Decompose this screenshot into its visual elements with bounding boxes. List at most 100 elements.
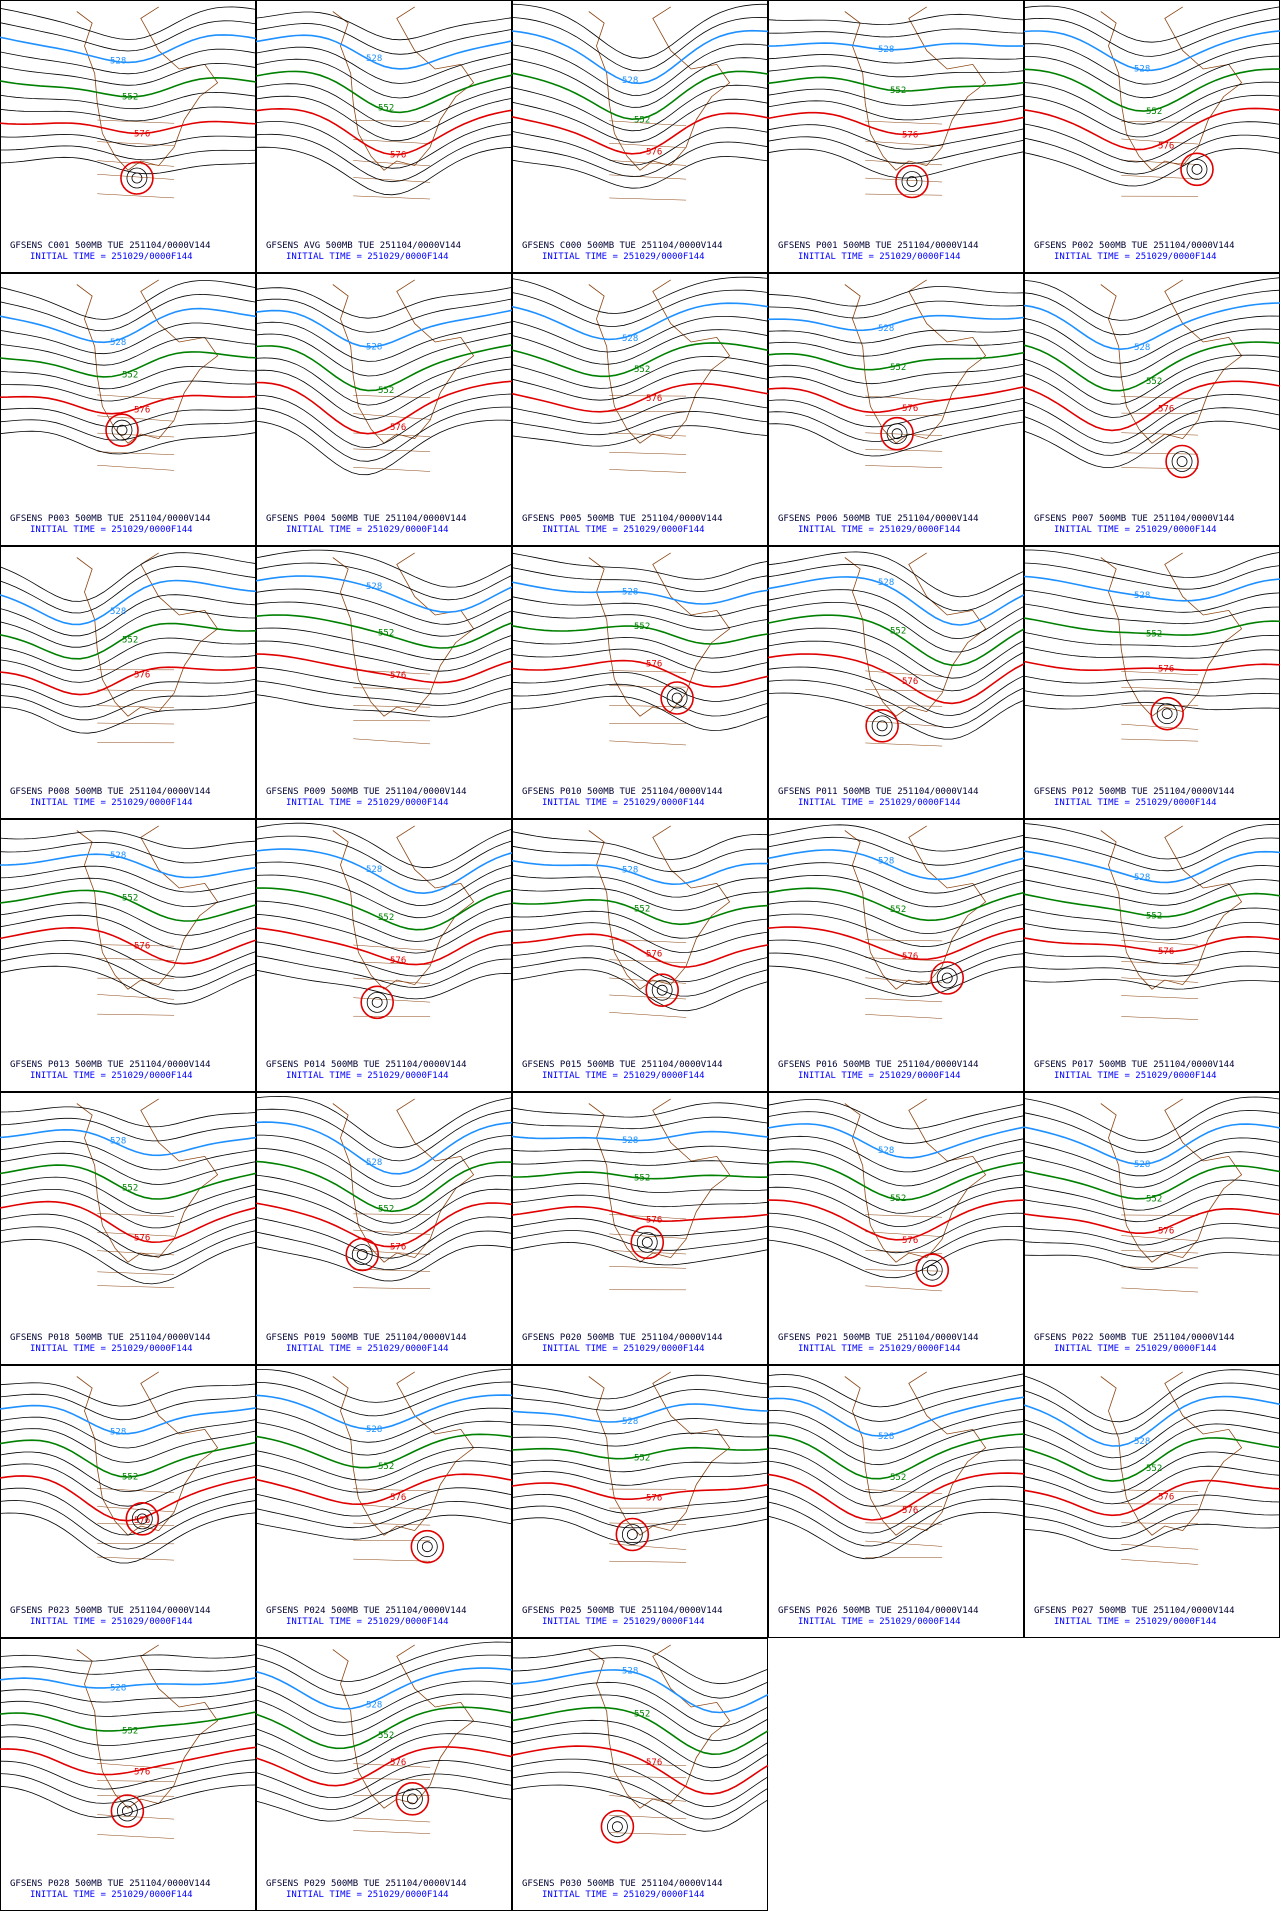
contour-line: [1023, 302, 1280, 351]
low-contour: [645, 973, 679, 1007]
state-line: [865, 720, 943, 727]
panel-title: GFSENS P029 500MB TUE 251104/0000V144: [266, 1879, 466, 1889]
panel-title: GFSENS P003 500MB TUE 251104/0000V144: [10, 514, 210, 524]
contour-line: [511, 1374, 769, 1400]
contour-line: [1023, 5, 1280, 43]
contour-label: 552: [634, 115, 650, 125]
contour-line: [255, 1121, 513, 1175]
contour-line: [1023, 328, 1280, 378]
contour-line: [255, 900, 513, 942]
contour-line: [255, 1174, 513, 1224]
contour-line: [0, 1688, 257, 1703]
contour-line: [255, 1244, 513, 1282]
state-line: [865, 689, 943, 692]
low-contour: [901, 171, 923, 192]
map-panel: 528 552 576 GFSENS P026 500MB TUE 251104/00…: [767, 1365, 1025, 1638]
contour-label: 528: [622, 588, 638, 598]
contour-line: [255, 549, 513, 588]
contour-line: [767, 1511, 1025, 1560]
contour-label: 576: [134, 670, 150, 680]
contour-line: [255, 1407, 513, 1443]
contour-label: 552: [1146, 377, 1162, 387]
state-line: [353, 1488, 431, 1492]
state-line: [353, 120, 431, 122]
contour-line: [767, 1485, 1025, 1534]
state-line: [865, 1214, 943, 1218]
contour-label: 576: [134, 129, 150, 139]
contour-label: 528: [110, 56, 126, 66]
coastline: [588, 552, 731, 717]
low-contour: [1150, 696, 1184, 731]
contour-line: [0, 62, 257, 86]
low-contour: [356, 1249, 368, 1260]
state-line: [1121, 175, 1199, 180]
contour-line: [0, 120, 257, 135]
initial-time: INITIAL TIME = 251029/0000F144: [286, 1071, 449, 1081]
contour-line: [255, 146, 513, 196]
contour-line: [1023, 380, 1280, 432]
contour-label: 552: [890, 627, 906, 637]
contour-label: 528: [878, 578, 894, 588]
contour-line: [255, 309, 513, 348]
panel-title: GFSENS C001 500MB TUE 251104/0000V144: [10, 241, 210, 251]
state-line: [97, 705, 175, 708]
contour-line: [511, 1471, 769, 1486]
map-panel: 528 552 576 GFSENS P006 500MB TUE 251104/00…: [767, 273, 1025, 546]
state-line: [609, 432, 687, 437]
contour-line: [1023, 121, 1280, 163]
map-panel: 528 552 576 GFSENS P003 500MB TUE 251104/00…: [0, 273, 257, 546]
panel-border: [768, 546, 1024, 819]
state-line: [609, 1213, 687, 1220]
contour-line: [0, 1128, 257, 1157]
contour-line: [255, 380, 513, 435]
low-contour: [116, 1800, 138, 1822]
state-line: [353, 977, 431, 985]
panel-border: [256, 0, 512, 273]
coastline: [332, 1371, 475, 1536]
contour-label: 576: [646, 1758, 662, 1768]
contour-line: [255, 640, 513, 672]
contour-line: [0, 1189, 257, 1229]
state-line: [97, 394, 175, 400]
contour-line: [767, 1226, 1025, 1266]
initial-time: INITIAL TIME = 251029/0000F144: [30, 525, 193, 535]
state-line: [1121, 138, 1199, 145]
contour-line: [1023, 407, 1280, 456]
state-line: [353, 1558, 431, 1562]
contour-line: [1023, 341, 1280, 392]
initial-time: INITIAL TIME = 251029/0000F144: [798, 1617, 961, 1627]
contour-line: [767, 1433, 1025, 1480]
contour-line: [0, 914, 257, 951]
contour-line: [255, 575, 513, 614]
contour-label: 528: [1134, 64, 1150, 74]
contour-label: 528: [366, 343, 382, 353]
state-line: [609, 1814, 687, 1820]
contour-label: 552: [378, 1731, 394, 1741]
panel-title: GFSENS P026 500MB TUE 251104/0000V144: [778, 1606, 978, 1616]
map-panel: 528 552 576 GFSENS P028 500MB TUE 251104/00…: [0, 1638, 257, 1911]
map-panel: 528 552 576 GFSENS P002 500MB TUE 251104/00…: [1023, 0, 1280, 273]
contour-line: [0, 1711, 257, 1732]
contour-line: [0, 594, 257, 637]
contour-line: [0, 1665, 257, 1675]
panel-border: [768, 1092, 1024, 1365]
initial-time: INITIAL TIME = 251029/0000F144: [542, 1344, 705, 1354]
contour-line: [511, 831, 769, 860]
coastline: [844, 6, 987, 171]
initial-time: INITIAL TIME = 251029/0000F144: [542, 1071, 705, 1081]
contour-line: [767, 300, 1025, 319]
contour-line: [0, 1439, 257, 1478]
panel-border: [0, 273, 256, 546]
panel-border: [512, 546, 768, 819]
initial-time: INITIAL TIME = 251029/0000F144: [1054, 1344, 1217, 1354]
contour-line: [511, 910, 769, 939]
state-line: [1121, 1266, 1199, 1269]
contour-line: [255, 666, 513, 695]
contour-line: [0, 622, 257, 660]
contour-label: 552: [634, 905, 650, 915]
map-panel: 528 552 576 GFSENS AVG 500MB TUE 251104/000…: [255, 0, 513, 273]
contour-line: [767, 375, 1025, 399]
contour-line: [1023, 134, 1280, 175]
contour-line: [512, 922, 769, 953]
contour-line: [511, 70, 769, 121]
